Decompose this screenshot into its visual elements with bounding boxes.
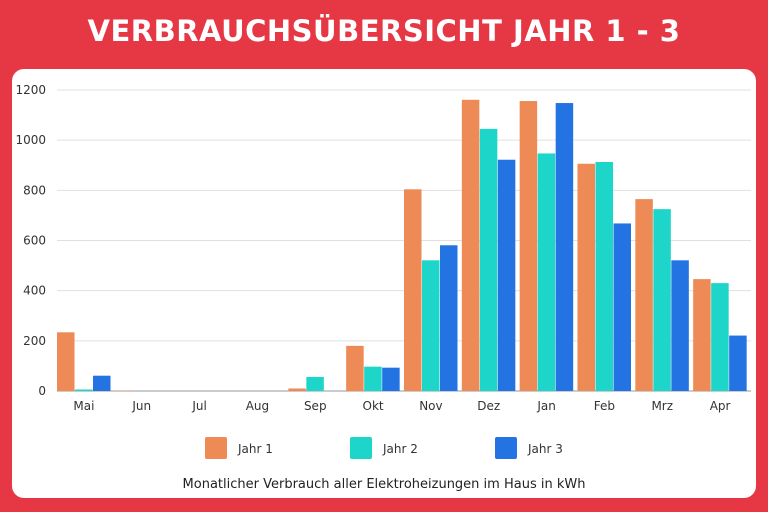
bar-jahr-3 (440, 245, 458, 391)
bar-jahr-1 (288, 388, 306, 391)
y-tick-label: 0 (38, 384, 46, 398)
bar-jahr-3 (497, 159, 516, 391)
bar-jahr-1 (461, 99, 480, 391)
bar-jahr-1 (346, 345, 364, 391)
bar-jahr-2 (306, 376, 324, 391)
x-tick-label: Sep (304, 399, 327, 413)
bar-jahr-2 (537, 153, 556, 391)
bar-jahr-2 (711, 283, 729, 391)
x-tick-label: Dez (477, 399, 500, 413)
x-tick-label: Mrz (651, 399, 673, 413)
bar-jahr-2 (595, 161, 613, 391)
x-tick-label: Jan (536, 399, 556, 413)
bar-jahr-3 (729, 335, 747, 391)
bar-jahr-1 (57, 332, 75, 391)
y-tick-label: 600 (23, 234, 46, 248)
x-tick-label: Feb (594, 399, 615, 413)
bar-jahr-3 (555, 103, 574, 391)
legend-swatch (350, 437, 372, 459)
bar-jahr-2 (479, 128, 498, 392)
legend-swatch (495, 437, 517, 459)
bar-jahr-1 (404, 189, 422, 391)
legend-label: Jahr 2 (382, 442, 418, 456)
x-tick-label: Apr (710, 399, 731, 413)
legend-label: Jahr 3 (527, 442, 563, 456)
page-title: VERBRAUCHSÜBERSICHT JAHR 1 - 3 (87, 14, 681, 48)
x-tick-label: Okt (363, 399, 384, 413)
bar-jahr-2 (422, 260, 440, 391)
legend-label: Jahr 1 (237, 442, 273, 456)
bar-jahr-3 (93, 375, 111, 391)
x-tick-label: Aug (246, 399, 269, 413)
bar-jahr-1 (577, 163, 595, 391)
y-tick-label: 200 (23, 334, 46, 348)
x-tick-label: Nov (419, 399, 442, 413)
bar-jahr-3 (613, 223, 631, 391)
bar-jahr-3 (671, 260, 689, 391)
y-tick-label: 1000 (15, 133, 46, 147)
x-tick-label: Jul (191, 399, 206, 413)
bar-jahr-2 (364, 366, 382, 391)
bar-jahr-3 (382, 367, 400, 391)
legend-swatch (205, 437, 227, 459)
bar-jahr-1 (114, 390, 133, 391)
bar-jahr-2 (653, 209, 671, 391)
bar-jahr-1 (519, 101, 538, 391)
bar-jahr-1 (693, 279, 711, 391)
bar-jahr-1 (635, 199, 653, 391)
x-tick-label: Mai (73, 399, 94, 413)
bar-jahr-2 (75, 389, 93, 391)
x-tick-label: Jun (131, 399, 151, 413)
y-tick-label: 1200 (15, 83, 46, 97)
y-tick-label: 800 (23, 183, 46, 197)
y-tick-label: 400 (23, 284, 46, 298)
chart-caption: Monatlicher Verbrauch aller Elektroheizu… (183, 477, 586, 492)
